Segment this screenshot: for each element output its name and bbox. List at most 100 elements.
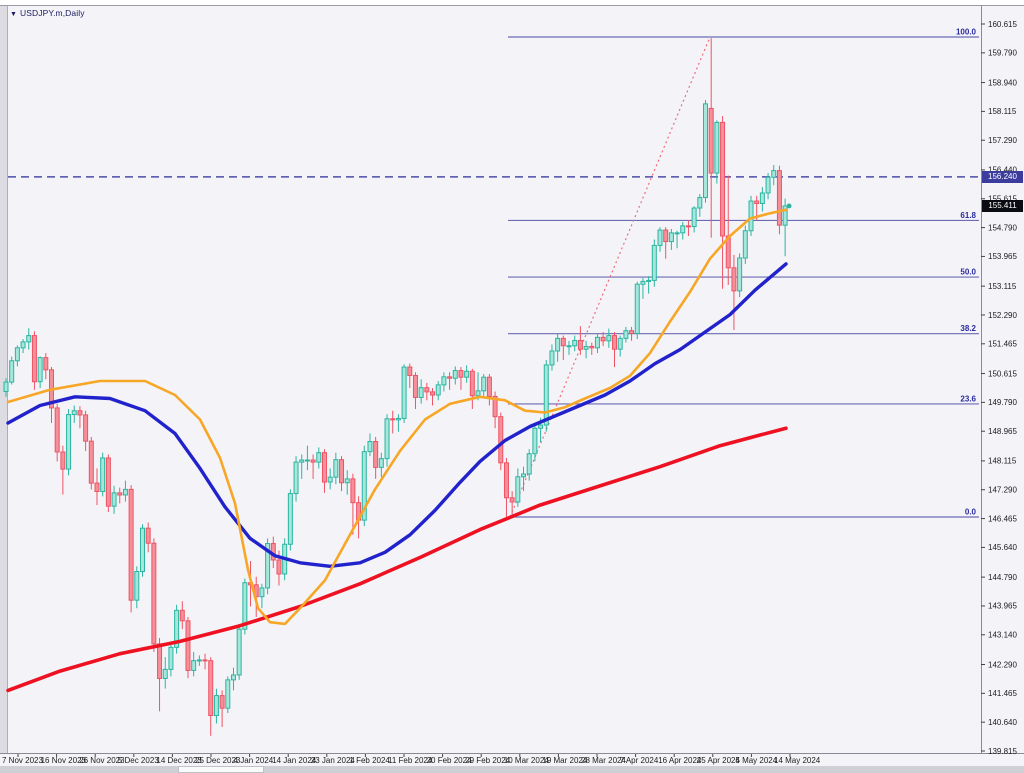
candle-body — [759, 192, 765, 204]
candle-body — [185, 620, 191, 671]
price-axis-labels: 160.615 159.790 158.940 158.115 157.290 156.4… — [981, 20, 1017, 756]
candle-body — [435, 384, 441, 396]
candle-body — [66, 414, 72, 470]
price-axis-label: 141.465 — [988, 689, 1017, 698]
candle-body — [577, 339, 583, 350]
candle-body — [111, 492, 117, 507]
candle-body — [168, 646, 174, 670]
candle-body — [54, 407, 60, 453]
candle-body — [31, 335, 37, 383]
time-axis[interactable] — [0, 753, 1024, 766]
time-axis-label: 1 Feb 2024 — [349, 756, 390, 765]
candle-body — [680, 225, 686, 234]
price-axis-label: 158.940 — [988, 78, 1017, 87]
time-axis-label: 5 Dec 2023 — [118, 756, 159, 765]
mid-ma-line — [6, 262, 788, 568]
time-axis-label: 7 Apr 2024 — [620, 756, 659, 765]
price-axis-label: 143.965 — [988, 602, 1017, 611]
price-axis-label: 144.790 — [988, 573, 1017, 582]
candle-body — [469, 370, 475, 397]
price-axis-label: 152.290 — [988, 311, 1017, 320]
candle-body — [509, 497, 515, 503]
candle-body — [703, 103, 709, 199]
time-axis-label: 16 Nov 2023 — [41, 756, 87, 765]
candle-body — [503, 462, 509, 499]
plot-area[interactable] — [8, 6, 981, 753]
candle-body — [543, 364, 549, 426]
time-axis-label: 7 Nov 2023 — [2, 756, 43, 765]
candle-body — [566, 345, 572, 348]
candle-body — [339, 459, 345, 484]
candle-body — [464, 370, 470, 378]
candle-body — [333, 459, 339, 478]
candle-body — [612, 335, 618, 350]
candle-body — [304, 459, 310, 462]
candle-body — [162, 668, 168, 679]
candle-body — [486, 376, 492, 397]
candle-body — [424, 387, 430, 393]
price-axis-label: 149.790 — [988, 398, 1017, 407]
candle-body — [407, 366, 413, 376]
candle-body — [521, 473, 527, 478]
fib-trend-line — [509, 36, 711, 518]
candle-body — [737, 257, 743, 292]
candle-body — [430, 391, 436, 396]
candle-body — [452, 370, 458, 379]
candle-body — [657, 229, 663, 246]
time-axis-label: 29 Feb 2024 — [465, 756, 510, 765]
fib-level-label: 100.0 — [956, 28, 977, 37]
candle-body — [776, 170, 782, 226]
candle-body — [287, 493, 293, 545]
time-axis-label: 28 Mar 2024 — [581, 756, 626, 765]
candle-body — [538, 424, 544, 429]
candle-body — [390, 418, 396, 421]
candle-body — [350, 478, 356, 504]
price-axis-label: 160.615 — [988, 20, 1017, 29]
candle-body — [134, 571, 140, 601]
price-axis-label: 143.140 — [988, 631, 1017, 640]
candle-body — [725, 235, 731, 269]
time-axis-label: 20 Feb 2024 — [427, 756, 472, 765]
candle-body — [213, 695, 219, 717]
price-axis-label: 153.115 — [988, 282, 1017, 291]
price-axis-label: 159.790 — [988, 49, 1017, 58]
candle-body — [629, 330, 635, 334]
price-axis-label: 154.790 — [988, 223, 1017, 232]
window-top-border — [0, 0, 1024, 6]
time-axis-label: 16 Apr 2024 — [658, 756, 702, 765]
candle-body — [771, 170, 777, 178]
candle-body — [572, 339, 578, 347]
candle-body — [151, 542, 157, 645]
candle-body — [532, 427, 538, 455]
time-axis-label: 11 Feb 2024 — [388, 756, 433, 765]
slow-ma-line — [6, 426, 788, 693]
price-axis[interactable] — [981, 6, 1024, 753]
time-axis-label: 26 Nov 2023 — [79, 756, 125, 765]
candle-body — [526, 453, 532, 475]
price-axis-label: 155.615 — [988, 195, 1017, 204]
fib-retracement: 100.0 61.8 50.0 38.2 23.6 0.0 — [508, 28, 979, 518]
candle-body — [617, 337, 623, 350]
candle-body — [373, 441, 379, 468]
fib-level-label: 38.2 — [960, 324, 976, 333]
candle-body — [378, 458, 384, 468]
candle-body — [219, 695, 225, 709]
symbol-title[interactable]: ▼ USDJPY.m,Daily — [10, 8, 85, 18]
price-axis-label: 156.440 — [988, 166, 1017, 175]
candle-body — [242, 582, 248, 630]
candle-body — [316, 452, 322, 463]
time-axis-label: 10 Mar 2024 — [504, 756, 549, 765]
candle-body — [202, 659, 208, 662]
candle-body — [344, 478, 350, 484]
candle-body — [589, 345, 595, 349]
candle-body — [37, 357, 43, 383]
candle-body — [697, 197, 703, 209]
candle-body — [651, 244, 657, 281]
time-axis-label: 19 Mar 2024 — [542, 756, 587, 765]
candle-body — [139, 527, 145, 573]
candle-body — [14, 347, 20, 362]
current-price-dot — [786, 203, 792, 209]
symbol-dropdown-icon[interactable]: ▼ — [10, 11, 18, 18]
candle-body — [606, 335, 612, 342]
